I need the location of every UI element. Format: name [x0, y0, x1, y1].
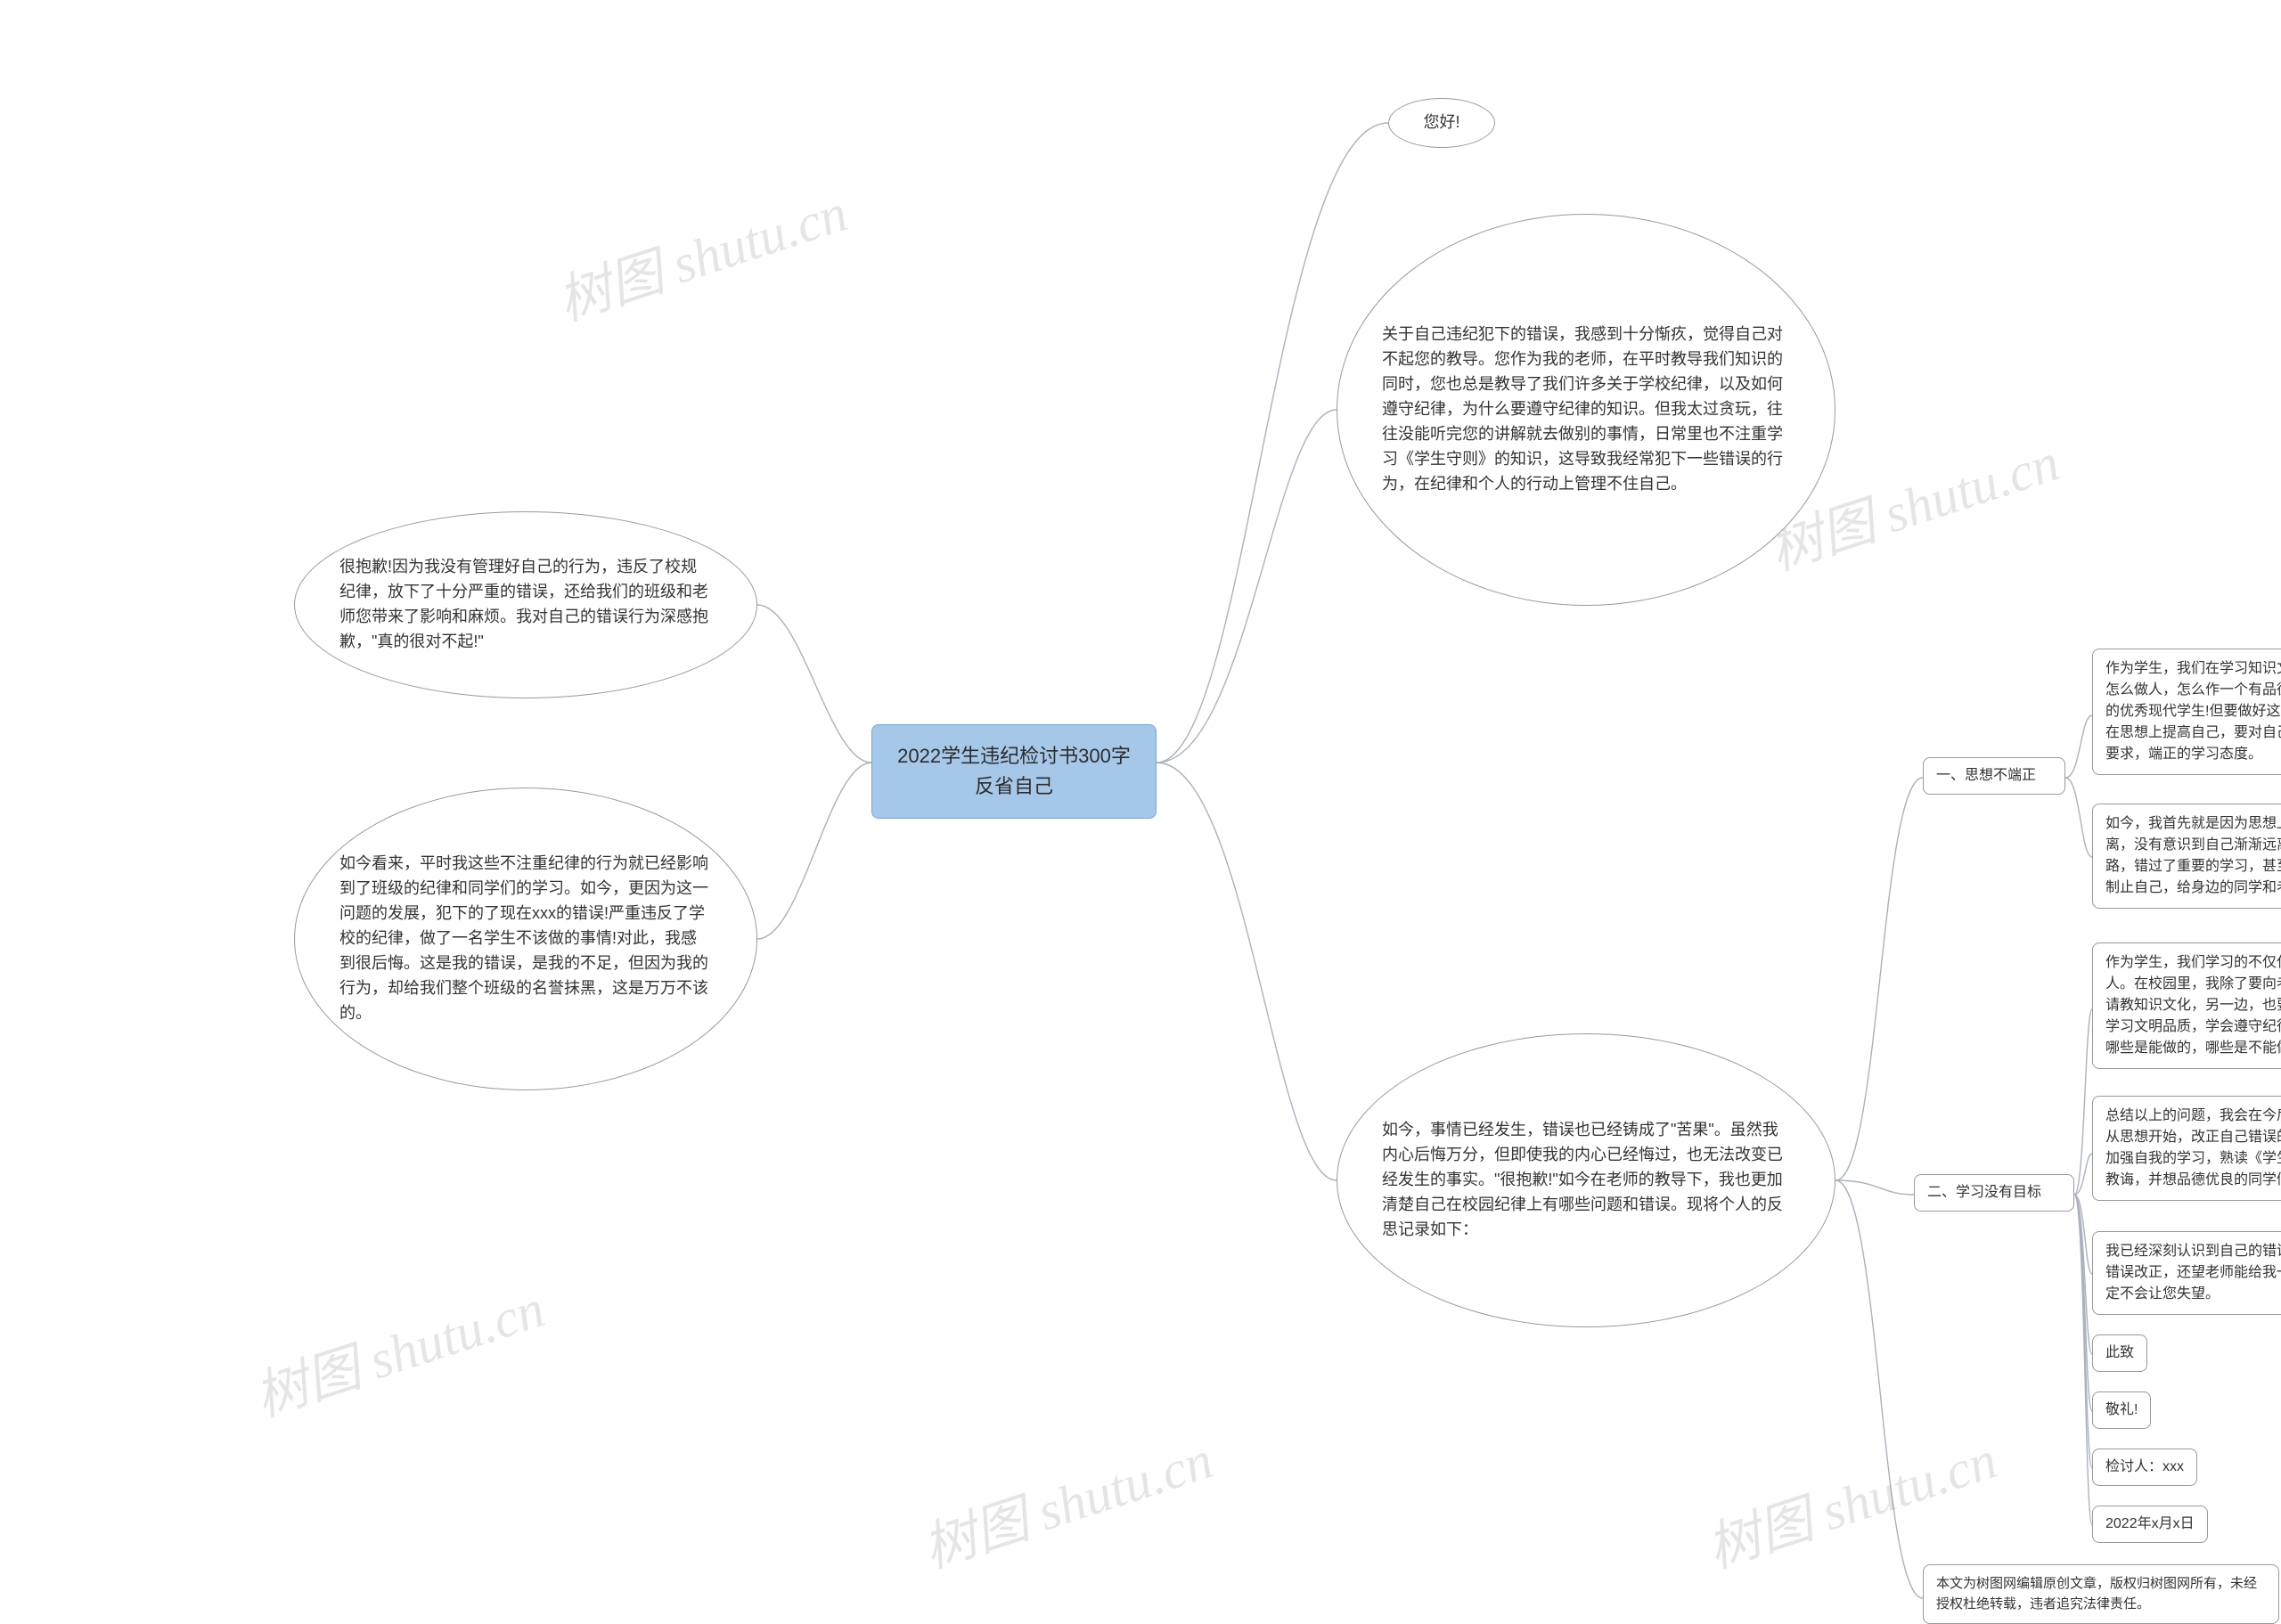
watermark: 树图 shutu.cn: [912, 1416, 1221, 1583]
section-b-item-7[interactable]: 2022年x月x日: [2092, 1506, 2208, 1543]
watermark: 树图 shutu.cn: [546, 169, 855, 336]
section-a-label[interactable]: 一、思想不端正: [1923, 757, 2065, 795]
section-b-item-3[interactable]: 我已经深刻认识到自己的错误，并愿意为自己的错误改正，还望老师能给我一次改过的机会…: [2092, 1231, 2281, 1315]
right-node-2-text: 关于自己违纪犯下的错误，我感到十分惭疚，觉得自己对不起您的教导。您作为我的老师，…: [1382, 322, 1790, 496]
right-node-3-text: 如今，事情已经发生，错误也已经铸成了"苦果"。虽然我内心后悔万分，但即使我的内心…: [1382, 1118, 1790, 1242]
left-node-2-text: 如今看来，平时我这些不注重纪律的行为就已经影响到了班级的纪律和同学们的学习。如今…: [339, 852, 712, 1025]
section-b-item-2[interactable]: 总结以上的问题，我会在今后的校园生活中，先从思想开始，改正自己错误的思想观念。并…: [2092, 1096, 2281, 1201]
watermark: 树图 shutu.cn: [243, 1265, 552, 1432]
watermark: 树图 shutu.cn: [1696, 1416, 2005, 1583]
left-node-2[interactable]: 如今看来，平时我这些不注重纪律的行为就已经影响到了班级的纪律和同学们的学习。如今…: [294, 788, 757, 1090]
right-node-3[interactable]: 如今，事情已经发生，错误也已经铸成了"苦果"。虽然我内心后悔万分，但即使我的内心…: [1337, 1033, 1835, 1327]
copyright-note: 本文为树图网编辑原创文章，版权归树图网所有，未经授权杜绝转载，违者追究法律责任。: [1923, 1564, 2279, 1624]
section-a-item-2[interactable]: 如今，我首先就是因为思想上没有意识自己的偏离，没有意识到自己渐渐远离了老师指引的…: [2092, 804, 2281, 909]
right-node-2[interactable]: 关于自己违纪犯下的错误，我感到十分惭疚，觉得自己对不起您的教导。您作为我的老师，…: [1337, 214, 1835, 606]
section-b-item-5[interactable]: 敬礼!: [2092, 1391, 2151, 1429]
section-a-item-1[interactable]: 作为学生，我们在学习知识文化的同时也在学习怎么做人，怎么作一个有品德，守纪律，讲…: [2092, 649, 2281, 775]
section-b-item-4[interactable]: 此致: [2092, 1334, 2147, 1372]
section-b-label[interactable]: 二、学习没有目标: [1914, 1174, 2074, 1212]
left-node-1-text: 很抱歉!因为我没有管理好自己的行为，违反了校规纪律，放下了十分严重的错误，还给我…: [339, 555, 712, 655]
section-b-item-6[interactable]: 检讨人：xxx: [2092, 1449, 2197, 1486]
left-node-1[interactable]: 很抱歉!因为我没有管理好自己的行为，违反了校规纪律，放下了十分严重的错误，还给我…: [294, 511, 757, 698]
right-hello[interactable]: 您好!: [1388, 98, 1495, 148]
section-b-item-1[interactable]: 作为学生，我们学习的不仅仅是知识，更是为人。在校园里，我除了要向老师和优秀的同学…: [2092, 943, 2281, 1069]
mindmap-root[interactable]: 2022学生违纪检讨书300字反省自己: [871, 724, 1157, 819]
right-hello-text: 您好!: [1423, 110, 1459, 135]
